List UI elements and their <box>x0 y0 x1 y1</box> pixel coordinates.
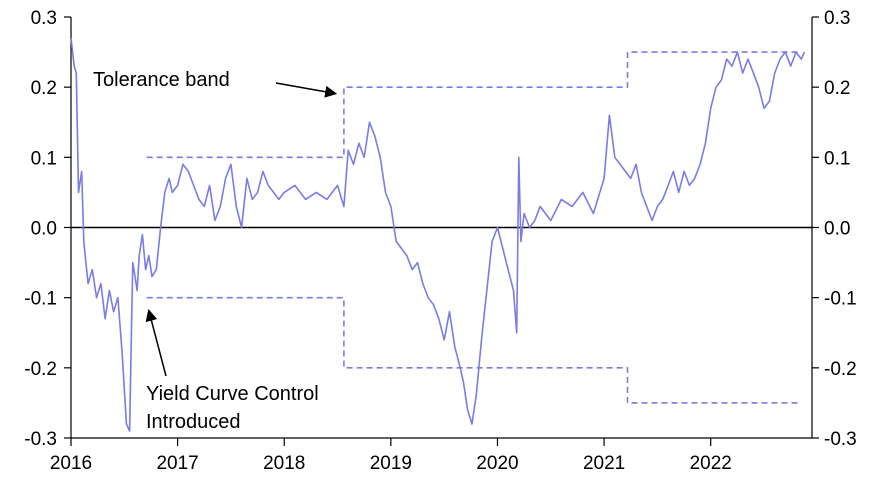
annotation-ycc-introduced: Introduced <box>146 411 241 433</box>
y-tick-label-right: 0.3 <box>824 8 850 29</box>
annotation-arrow <box>275 82 338 98</box>
y-tick-label-left: -0.3 <box>24 429 57 450</box>
annotation-tolerance-band: Tolerance band <box>93 69 230 91</box>
y-tick-label-left: 0.2 <box>31 78 57 99</box>
y-tick-label-right: 0.2 <box>824 78 850 99</box>
x-tick-label: 2016 <box>50 453 92 474</box>
y-tick-label-right: 0.1 <box>824 148 850 169</box>
x-tick-label: 2018 <box>263 453 305 474</box>
x-tick-label: 2021 <box>583 453 625 474</box>
x-tick-label: 2020 <box>476 453 518 474</box>
y-tick-label-right: -0.3 <box>824 429 857 450</box>
tolerance-band-line <box>146 296 800 404</box>
y-tick-label-left: 0.1 <box>31 148 57 169</box>
y-tick-label-left: -0.2 <box>24 359 57 380</box>
y-tick-label-right: -0.1 <box>824 289 857 310</box>
y-tick-label-left: 0.3 <box>31 8 57 29</box>
y-tick-label-right: 0.0 <box>824 219 850 240</box>
yield-line <box>70 37 806 432</box>
y-tick-label-left: 0.0 <box>31 219 57 240</box>
tolerance-band-line <box>146 51 800 159</box>
annotation-layer: Tolerance band Yield Curve Control Introdu… <box>93 69 338 433</box>
annotation-ycc-introduced: Yield Curve Control <box>146 383 319 405</box>
x-tick-label: 2017 <box>156 453 198 474</box>
series-layer <box>70 37 806 432</box>
y-tick-label-left: -0.1 <box>24 289 57 310</box>
y-tick-label-right: -0.2 <box>824 359 857 380</box>
x-tick-label: 2019 <box>370 453 412 474</box>
annotation-arrow <box>145 309 167 377</box>
x-tick-label: 2022 <box>690 453 732 474</box>
axes: 0.3 0.3 0.2 0.2 0.1 0.1 0.0 0.0 -0.1 -0.1 -0.2 -0.2… <box>24 8 857 474</box>
